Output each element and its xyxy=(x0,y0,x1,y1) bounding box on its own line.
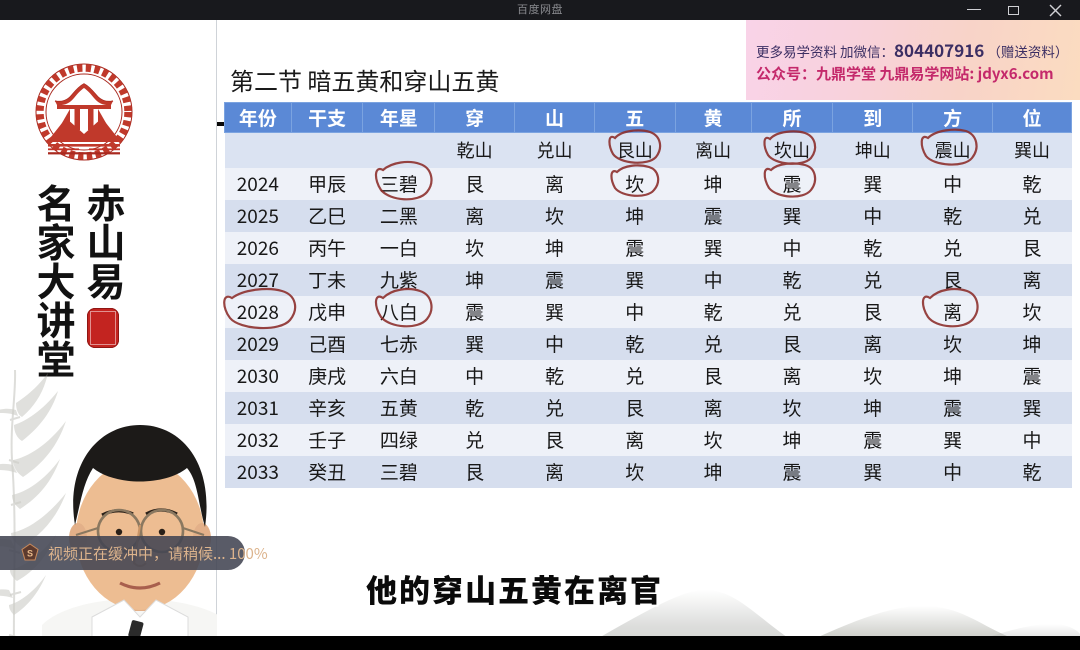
svg-text:S: S xyxy=(27,549,33,559)
